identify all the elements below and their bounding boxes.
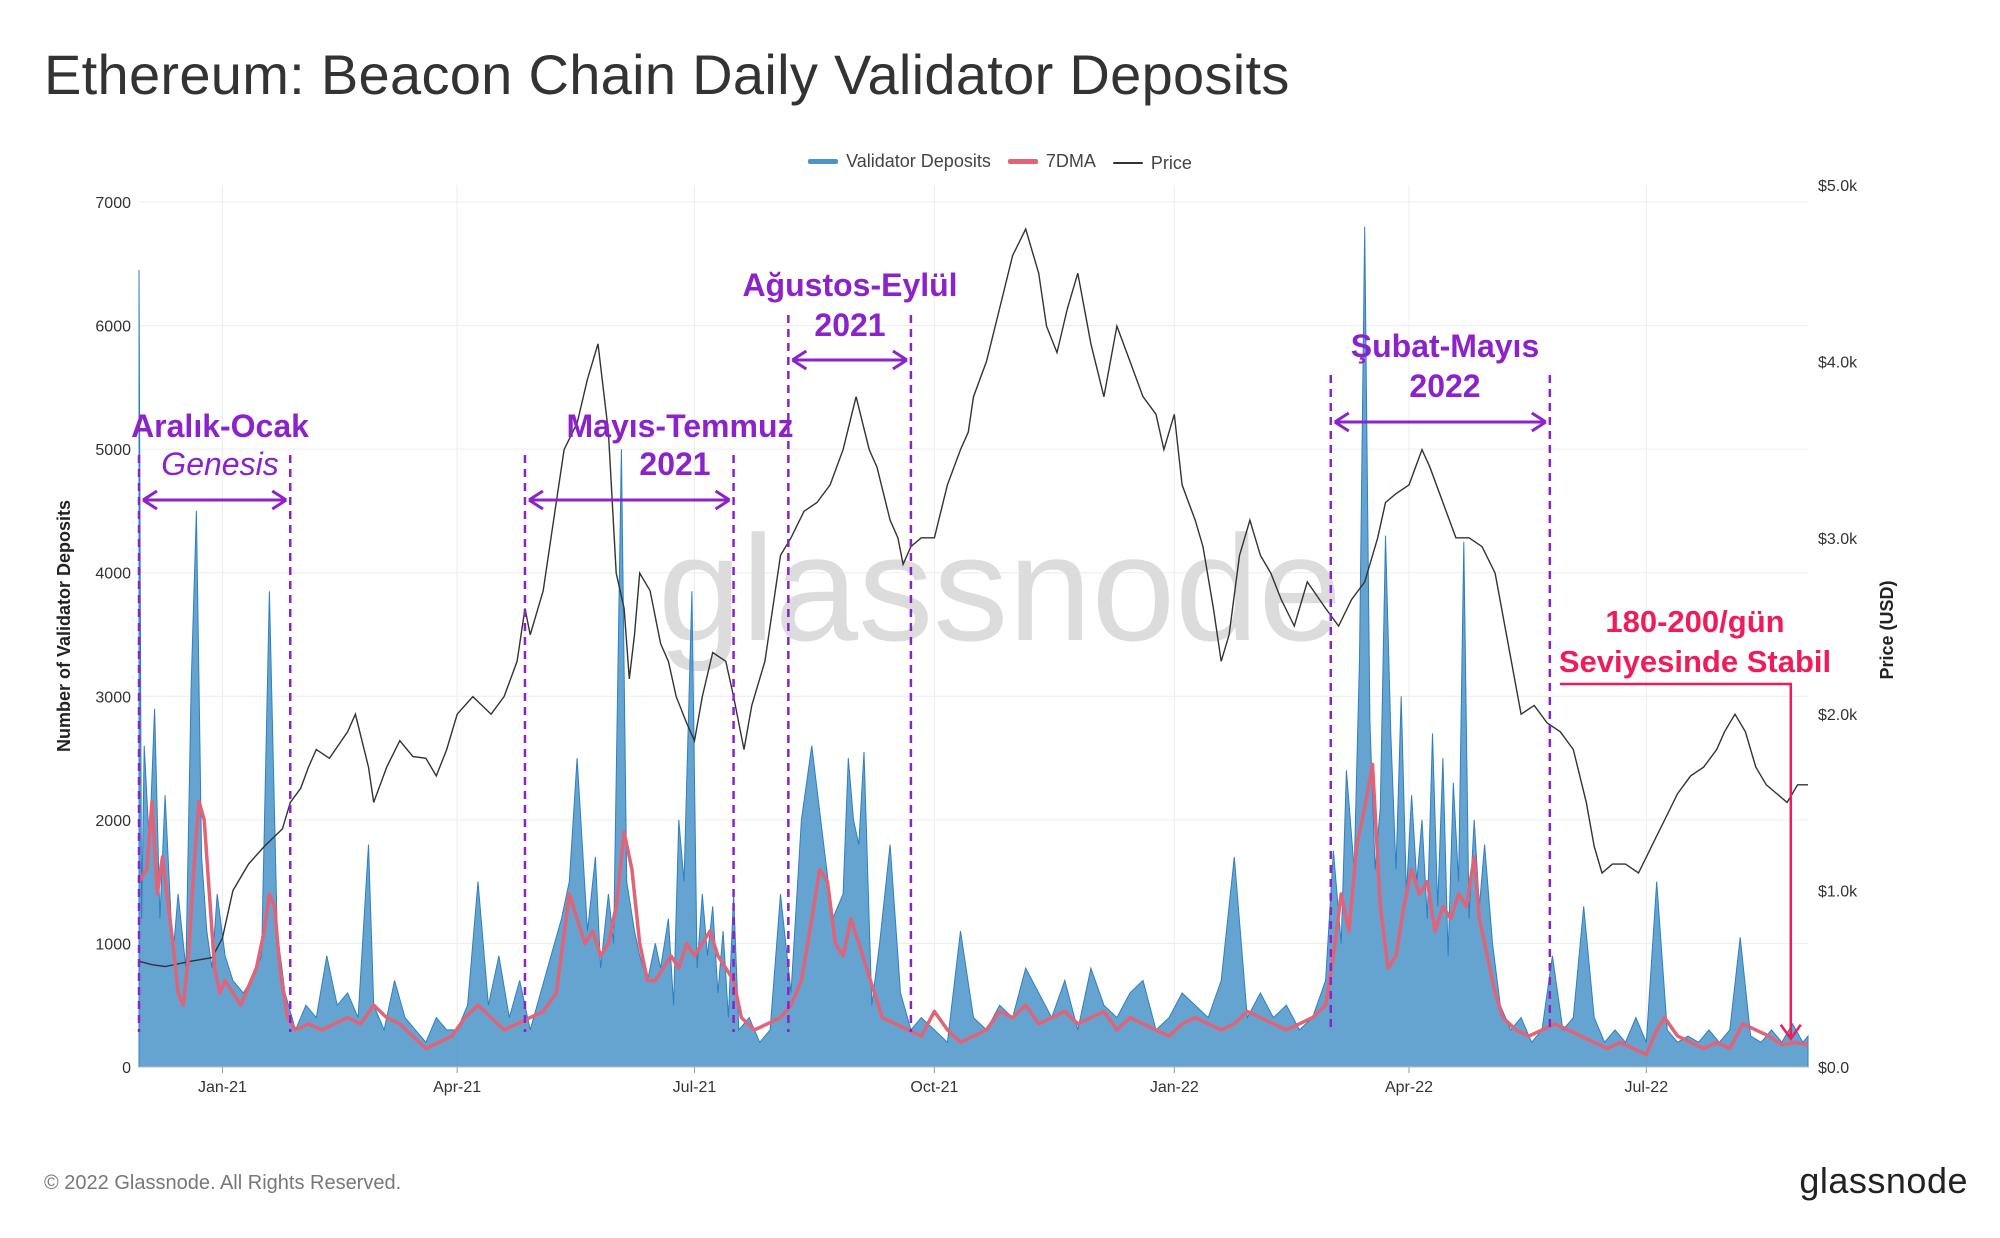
legend-item-deposits[interactable]: Validator Deposits [808,151,991,172]
y-tick-label-right: $2.0k [1818,707,1858,724]
x-tick-label: Jan-22 [1150,1079,1199,1096]
y-tick-label-right: $4.0k [1818,354,1858,371]
period-arrow-head-right [892,349,908,371]
x-tick-label: Jul-21 [673,1079,717,1096]
callout-leader [1560,682,1793,1037]
y-axis-title-right: Price (USD) [1877,580,1897,679]
y-tick-label-right: $3.0k [1818,531,1858,548]
legend-label-price: Price [1150,152,1192,173]
legend-swatch-price [1112,162,1143,164]
callout-arrowhead [1779,1024,1802,1041]
period-sublabel: 2021 [814,307,885,343]
period-sublabel: 2022 [1409,368,1480,404]
period-label: Ağustos-Eylül [742,267,957,303]
y-tick-label-left: 1000 [95,936,131,953]
price-series [138,227,1808,968]
period-arrow-head-left [528,489,544,511]
x-tick-label: Jul-22 [1625,1079,1669,1096]
legend: Validator Deposits 7DMA Price [0,148,2000,174]
y-tick-label-left: 5000 [95,442,131,459]
period-arrow-head-left [791,349,808,371]
x-tick-label: Oct-21 [910,1079,958,1096]
period-sublabel: 2021 [639,446,710,482]
legend-item-price[interactable]: Price [1112,152,1192,174]
period-arrow-head-right [714,489,731,511]
callout-line2: Seviyesinde Stabil [1559,644,1831,679]
period-label: Mayıs-Temmuz [566,408,793,444]
dma-line [137,762,1809,1057]
y-tick-label-right: $0.0 [1818,1060,1849,1077]
price-line [138,227,1808,968]
axes: 0 1000 2000 3000 4000 5000 6000 7000 $0.0 $1.0k $2… [54,178,1897,1096]
deposits-series [138,226,1809,1068]
callout-line1: 180-200/gün [1605,604,1784,639]
y-tick-label-left: 3000 [95,689,131,706]
footer-logo: glassnode [1799,1160,1968,1201]
chart-title: Ethereum: Beacon Chain Daily Validator D… [44,43,1290,106]
dma-series [137,762,1809,1057]
legend-label-7dma: 7DMA [1045,151,1096,171]
y-tick-label-left: 0 [122,1060,131,1077]
legend-swatch-7dma [1007,159,1038,164]
annotations: Aralık-OcakGenesisMayıs-Temmuz2021Ağusto… [131,267,1831,1041]
legend-swatch-deposits [808,159,839,164]
period-arrow-head-right [271,489,288,511]
y-tick-label-right: $5.0k [1818,178,1858,195]
period-label: Aralık-Ocak [131,408,309,444]
y-tick-label-left: 6000 [95,319,131,336]
y-tick-label-left: 2000 [95,813,131,830]
y-tick-label-left: 4000 [95,566,131,583]
y-axis-title-left: Number of Validator Deposits [54,500,74,752]
legend-item-7dma[interactable]: 7DMA [1007,151,1096,172]
x-tick-label: Jan-21 [198,1079,247,1096]
deposits-area [138,226,1809,1068]
period-arrow-head-left [1333,411,1350,433]
period-arrow-head-left [142,489,158,511]
period-sublabel: Genesis [161,446,278,482]
x-tick-label: Apr-22 [1385,1079,1433,1096]
period-label: Şubat-Mayıs [1351,328,1539,364]
y-tick-label-right: $1.0k [1818,884,1858,901]
y-tick-label-left: 7000 [95,195,131,212]
watermark: glassnode [658,504,1342,672]
legend-label-deposits: Validator Deposits [846,151,991,171]
x-tick-label: Apr-21 [433,1079,481,1096]
footer-copyright: © 2022 Glassnode. All Rights Reserved. [44,1172,402,1194]
period-arrow-head-right [1531,411,1547,433]
